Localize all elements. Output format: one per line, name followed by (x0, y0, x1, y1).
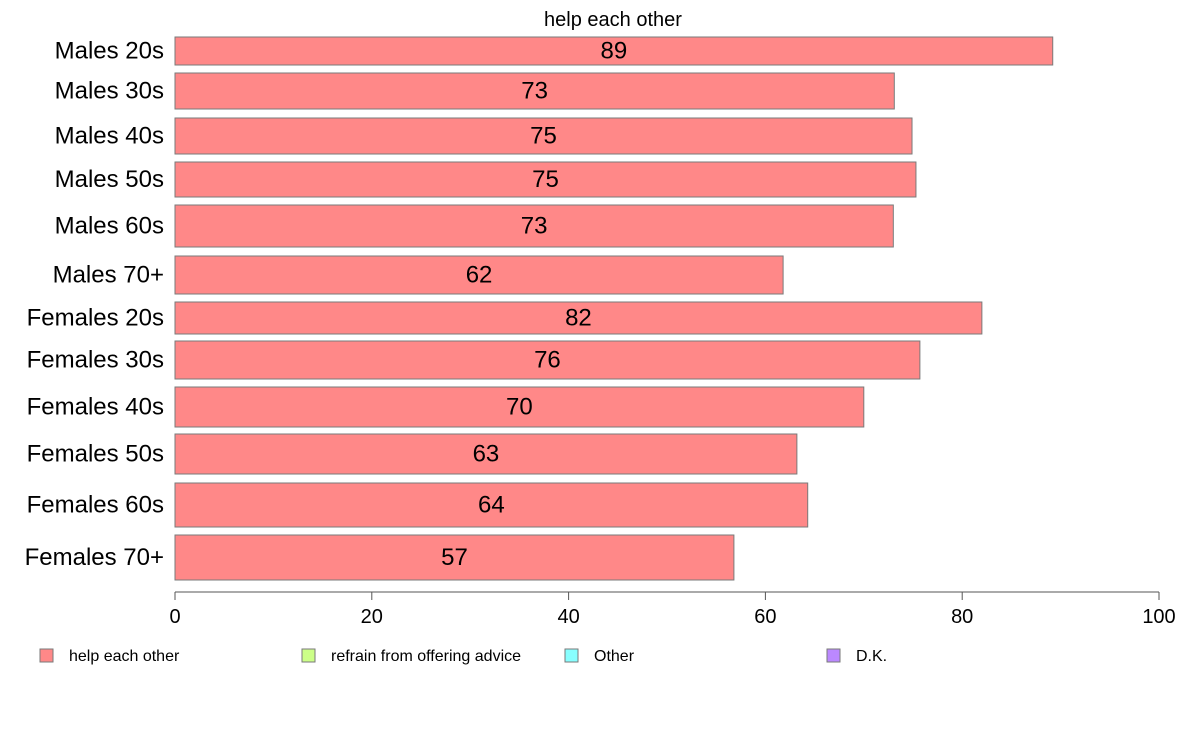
category-label: Males 30s (55, 78, 164, 105)
x-tick-label: 20 (361, 606, 383, 628)
x-tick-label: 60 (754, 606, 776, 628)
bar (174, 255, 784, 295)
bar (174, 433, 798, 475)
data-label: 89 (601, 38, 628, 65)
data-label: 63 (473, 441, 500, 468)
category-label: Males 60s (55, 213, 164, 240)
bar (174, 386, 865, 428)
data-label: 73 (521, 213, 548, 240)
data-label: 64 (478, 492, 505, 519)
data-label: 76 (534, 347, 561, 374)
bar (174, 340, 921, 380)
category-label: Males 70+ (53, 262, 164, 289)
bar (174, 301, 983, 335)
legend-swatch (301, 648, 316, 663)
legend-label: D.K. (856, 648, 887, 665)
category-label: Males 20s (55, 38, 164, 65)
bar (174, 72, 895, 110)
bar (174, 36, 1054, 66)
bar (174, 117, 913, 155)
bar (174, 534, 735, 581)
x-tick-label: 40 (557, 606, 579, 628)
legend-label: refrain from offering advice (331, 648, 521, 665)
data-label: 75 (532, 166, 559, 193)
bar (174, 204, 894, 248)
legend-swatch (826, 648, 841, 663)
category-label: Males 40s (55, 123, 164, 150)
category-label: Females 50s (27, 441, 164, 468)
bar (174, 482, 809, 528)
category-label: Females 70+ (25, 544, 164, 571)
data-label: 82 (565, 305, 592, 332)
category-label: Females 30s (27, 347, 164, 374)
data-label: 70 (506, 394, 533, 421)
data-label: 57 (441, 544, 468, 571)
legend-label: Other (594, 648, 635, 665)
category-label: Females 60s (27, 492, 164, 519)
category-label: Females 40s (27, 394, 164, 421)
data-label: 62 (466, 262, 493, 289)
data-label: 73 (521, 78, 548, 105)
category-label: Females 20s (27, 305, 164, 332)
legend-swatch (39, 648, 54, 663)
chart-title: help each other (544, 9, 682, 31)
legend-label: help each other (69, 648, 180, 665)
bar (174, 161, 917, 198)
x-tick-label: 0 (169, 606, 180, 628)
category-label: Males 50s (55, 166, 164, 193)
x-tick-label: 100 (1142, 606, 1175, 628)
x-tick-label: 80 (951, 606, 973, 628)
legend-swatch (564, 648, 579, 663)
data-label: 75 (530, 123, 557, 150)
